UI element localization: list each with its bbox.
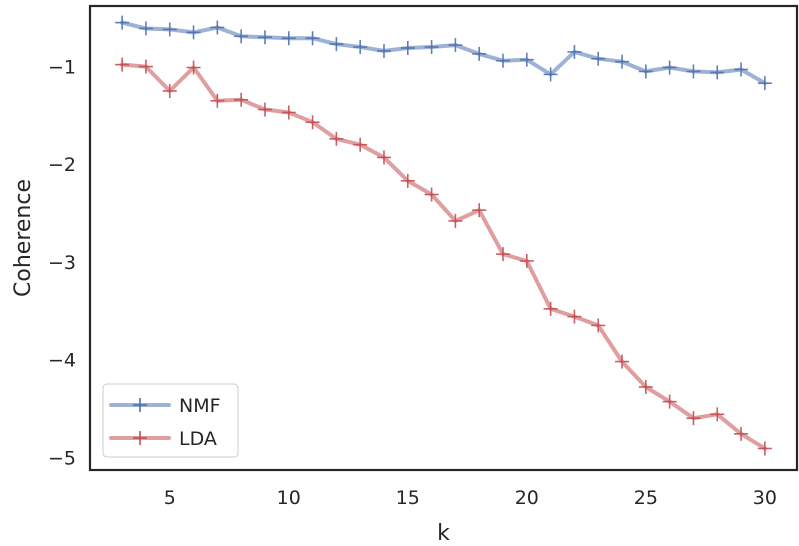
- data-point-lda-17: [448, 213, 463, 228]
- data-point-lda-7: [210, 93, 225, 108]
- data-point-nmf-17: [448, 38, 463, 53]
- data-point-nmf-8: [234, 29, 249, 44]
- data-point-lda-6: [186, 60, 201, 75]
- legend: NMF LDA: [102, 383, 239, 458]
- data-point-lda-24: [615, 354, 630, 369]
- y-axis-ticks: −1 −2 −3 −4 −5: [48, 57, 76, 470]
- data-point-nmf-4: [138, 21, 153, 36]
- y-tick-label: −1: [48, 57, 76, 79]
- series-line-nmf: [120, 20, 767, 86]
- y-tick-label: −5: [48, 447, 76, 469]
- data-point-lda-19: [496, 247, 511, 262]
- data-point-lda-5: [162, 83, 177, 98]
- data-point-nmf-15: [400, 41, 415, 56]
- x-tick-label: 25: [634, 487, 658, 509]
- data-point-lda-13: [353, 137, 368, 152]
- data-point-lda-28: [710, 407, 725, 422]
- data-point-lda-4: [138, 59, 153, 74]
- data-point-lda-12: [329, 131, 344, 146]
- data-point-nmf-9: [257, 30, 272, 45]
- data-point-nmf-3: [115, 15, 130, 30]
- legend-marker-nmf: [133, 398, 147, 412]
- data-point-nmf-16: [424, 40, 439, 55]
- x-tick-label: 10: [277, 487, 301, 509]
- data-point-nmf-21: [543, 67, 558, 82]
- data-point-lda-11: [305, 115, 320, 130]
- data-point-nmf-28: [710, 65, 725, 80]
- data-point-lda-9: [257, 102, 272, 117]
- data-point-lda-27: [686, 411, 701, 426]
- data-point-lda-25: [638, 379, 653, 394]
- series-layer: [115, 15, 772, 456]
- data-point-nmf-20: [519, 52, 534, 67]
- x-tick-label: 20: [515, 487, 539, 509]
- x-axis-ticks: 5 10 15 20 25 30: [164, 487, 777, 509]
- data-point-nmf-13: [353, 40, 368, 55]
- x-tick-label: 5: [164, 487, 176, 509]
- legend-entry-nmf: NMF: [109, 395, 221, 417]
- data-point-nmf-30: [757, 76, 772, 91]
- series-lda: [115, 57, 772, 456]
- data-point-nmf-24: [615, 54, 630, 69]
- series-nmf: [115, 15, 772, 91]
- data-point-lda-20: [519, 253, 534, 268]
- plot-frame: [88, 4, 799, 472]
- data-point-nmf-12: [329, 37, 344, 52]
- data-point-lda-30: [757, 441, 772, 456]
- legend-label-lda: LDA: [179, 428, 217, 450]
- data-point-lda-29: [734, 426, 749, 441]
- data-point-lda-10: [281, 105, 296, 120]
- series-line-lda: [120, 62, 767, 451]
- data-point-nmf-19: [496, 53, 511, 68]
- data-point-nmf-22: [567, 44, 582, 59]
- legend-marker-lda: [133, 431, 147, 445]
- data-point-nmf-29: [734, 62, 749, 77]
- data-point-lda-16: [424, 187, 439, 202]
- data-point-nmf-26: [662, 60, 677, 75]
- data-point-nmf-5: [162, 22, 177, 37]
- data-point-nmf-27: [686, 64, 701, 79]
- data-point-lda-15: [400, 173, 415, 188]
- data-point-lda-22: [567, 309, 582, 324]
- y-axis-label: Coherence: [11, 179, 36, 297]
- data-point-nmf-7: [210, 20, 225, 35]
- y-tick-label: −4: [48, 350, 76, 372]
- data-point-lda-23: [591, 318, 606, 333]
- x-axis-label: k: [437, 521, 450, 546]
- data-point-lda-3: [115, 57, 130, 72]
- data-point-lda-21: [543, 301, 558, 316]
- legend-label-nmf: NMF: [179, 395, 221, 417]
- data-point-nmf-18: [472, 46, 487, 61]
- data-point-nmf-14: [376, 43, 391, 58]
- legend-entry-lda: LDA: [109, 428, 217, 450]
- x-tick-label: 15: [396, 487, 420, 509]
- data-point-lda-14: [376, 150, 391, 165]
- data-point-nmf-6: [186, 25, 201, 40]
- x-tick-label: 30: [753, 487, 777, 509]
- data-point-lda-8: [234, 92, 249, 107]
- y-tick-label: −3: [48, 252, 76, 274]
- data-point-lda-18: [472, 203, 487, 218]
- y-tick-label: −2: [48, 154, 76, 176]
- data-point-nmf-11: [305, 31, 320, 46]
- data-point-lda-26: [662, 394, 677, 409]
- data-point-nmf-25: [638, 64, 653, 79]
- data-point-nmf-10: [281, 31, 296, 46]
- data-point-nmf-23: [591, 51, 606, 66]
